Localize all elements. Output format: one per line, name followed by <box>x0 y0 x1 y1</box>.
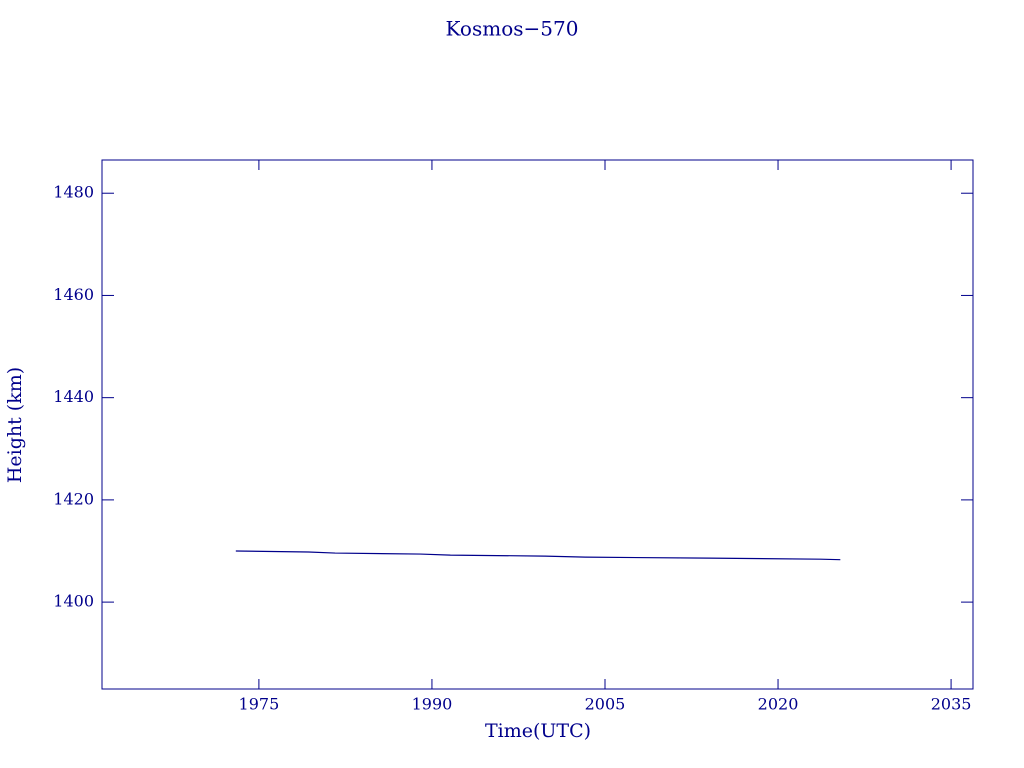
x-tick-label: 2005 <box>585 695 626 714</box>
y-tick-label: 1480 <box>53 183 94 202</box>
plot-frame <box>101 159 974 690</box>
y-tick-label: 1400 <box>53 592 94 611</box>
x-tick-label: 1990 <box>412 695 453 714</box>
x-tick-label: 2035 <box>931 695 972 714</box>
x-tick-label: 2020 <box>758 695 799 714</box>
y-axis-label: Height (km) <box>4 367 26 483</box>
y-tick-label: 1420 <box>53 489 94 508</box>
y-tick-label: 1440 <box>53 387 94 406</box>
y-tick-label: 1460 <box>53 285 94 304</box>
x-tick-label: 1975 <box>239 695 280 714</box>
data-line <box>235 550 841 561</box>
chart-title: Kosmos−570 <box>446 17 579 41</box>
x-axis-label: Time(UTC) <box>485 720 591 742</box>
